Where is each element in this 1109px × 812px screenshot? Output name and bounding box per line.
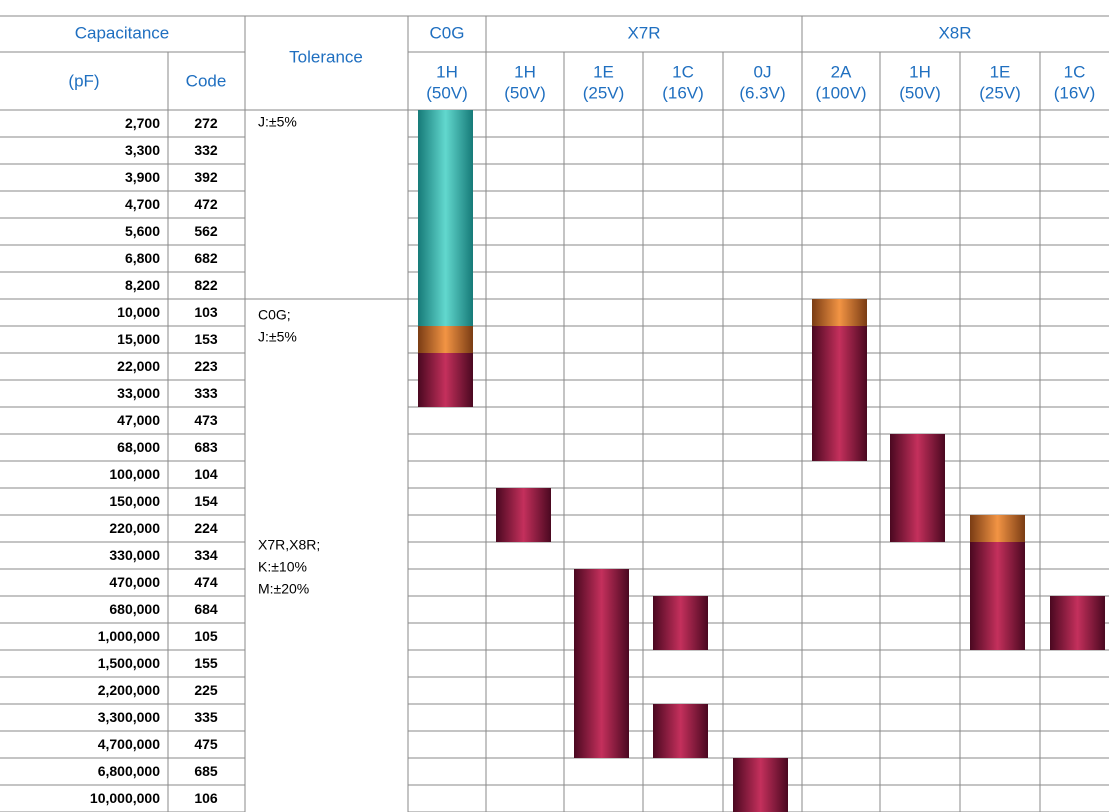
capacitance-code: 105 — [194, 628, 218, 644]
capacitance-value: 680,000 — [109, 601, 160, 617]
voltage-rating: (50V) — [899, 83, 941, 102]
availability-bar — [418, 326, 473, 353]
voltage-code: 1E — [990, 62, 1011, 81]
voltage-rating: (16V) — [1054, 83, 1096, 102]
capacitance-code: 334 — [194, 547, 218, 563]
voltage-code: 0J — [754, 62, 772, 81]
capacitance-code: 224 — [194, 520, 218, 536]
tolerance-note: X7R,X8R; — [258, 537, 320, 553]
availability-bar — [812, 299, 867, 326]
capacitance-code: 392 — [194, 169, 218, 185]
availability-bar — [890, 434, 945, 542]
group-header: X8R — [938, 23, 971, 42]
header-capacitance: Capacitance — [75, 23, 170, 42]
voltage-code: 1H — [514, 62, 536, 81]
voltage-code: 1H — [909, 62, 931, 81]
availability-bar — [418, 353, 473, 407]
capacitance-value: 3,300 — [125, 142, 160, 158]
capacitance-value: 100,000 — [109, 466, 160, 482]
capacitance-code: 335 — [194, 709, 218, 725]
capacitance-code: 473 — [194, 412, 218, 428]
capacitance-code: 225 — [194, 682, 218, 698]
voltage-rating: (16V) — [662, 83, 704, 102]
voltage-rating: (25V) — [979, 83, 1021, 102]
tolerance-note: C0G; — [258, 307, 291, 323]
capacitance-value: 4,700 — [125, 196, 160, 212]
capacitance-value: 3,900 — [125, 169, 160, 185]
availability-bar — [574, 569, 629, 758]
capacitance-value: 47,000 — [117, 412, 160, 428]
capacitance-code: 106 — [194, 790, 218, 806]
capacitance-value: 2,200,000 — [98, 682, 160, 698]
capacitance-code: 272 — [194, 115, 218, 131]
tolerance-note: J:±5% — [258, 114, 297, 130]
capacitance-code: 682 — [194, 250, 218, 266]
voltage-code: 1H — [436, 62, 458, 81]
capacitance-code: 103 — [194, 304, 218, 320]
availability-bar — [733, 758, 788, 812]
header-pf: (pF) — [68, 71, 99, 90]
capacitance-value: 33,000 — [117, 385, 160, 401]
availability-bar — [970, 515, 1025, 542]
header-tolerance: Tolerance — [289, 47, 363, 66]
capacitance-value: 2,700 — [125, 115, 160, 131]
capacitance-value: 3,300,000 — [98, 709, 160, 725]
capacitance-code: 153 — [194, 331, 218, 347]
voltage-code: 1C — [1064, 62, 1086, 81]
voltage-code: 2A — [831, 62, 852, 81]
capacitance-code: 104 — [194, 466, 218, 482]
capacitance-value: 1,500,000 — [98, 655, 160, 671]
capacitance-value: 1,000,000 — [98, 628, 160, 644]
tolerance-note: M:±20% — [258, 581, 309, 597]
group-header: X7R — [627, 23, 660, 42]
capacitance-code: 223 — [194, 358, 218, 374]
voltage-rating: (25V) — [583, 83, 625, 102]
capacitance-value: 6,800,000 — [98, 763, 160, 779]
capacitance-value: 220,000 — [109, 520, 160, 536]
capacitance-code: 822 — [194, 277, 218, 293]
capacitance-value: 68,000 — [117, 439, 160, 455]
capacitance-value: 8,200 — [125, 277, 160, 293]
voltage-rating: (50V) — [426, 83, 468, 102]
availability-bar — [496, 488, 551, 542]
voltage-code: 1E — [593, 62, 614, 81]
capacitance-code: 472 — [194, 196, 218, 212]
capacitance-code: 683 — [194, 439, 218, 455]
capacitance-value: 330,000 — [109, 547, 160, 563]
voltage-rating: (50V) — [504, 83, 546, 102]
capacitance-code: 332 — [194, 142, 218, 158]
group-header: C0G — [430, 23, 465, 42]
tolerance-note: J:±5% — [258, 329, 297, 345]
availability-bar — [1050, 596, 1105, 650]
capacitance-code: 685 — [194, 763, 218, 779]
capacitance-code: 474 — [194, 574, 218, 590]
capacitance-value: 5,600 — [125, 223, 160, 239]
capacitance-value: 6,800 — [125, 250, 160, 266]
voltage-rating: (6.3V) — [739, 83, 785, 102]
voltage-code: 1C — [672, 62, 694, 81]
capacitance-value: 15,000 — [117, 331, 160, 347]
capacitance-code: 155 — [194, 655, 218, 671]
capacitance-code: 562 — [194, 223, 218, 239]
capacitance-value: 4,700,000 — [98, 736, 160, 752]
header-code: Code — [186, 71, 227, 90]
availability-bar — [653, 704, 708, 758]
capacitance-value: 10,000 — [117, 304, 160, 320]
capacitance-value: 22,000 — [117, 358, 160, 374]
availability-bar — [970, 542, 1025, 650]
availability-bar — [653, 596, 708, 650]
capacitance-value: 150,000 — [109, 493, 160, 509]
capacitance-value: 470,000 — [109, 574, 160, 590]
capacitance-code: 475 — [194, 736, 218, 752]
capacitance-code: 684 — [194, 601, 218, 617]
tolerance-note: K:±10% — [258, 559, 307, 575]
availability-bar — [812, 326, 867, 461]
capacitance-code: 333 — [194, 385, 218, 401]
capacitance-value: 10,000,000 — [90, 790, 160, 806]
availability-bar — [418, 110, 473, 326]
capacitance-code: 154 — [194, 493, 218, 509]
voltage-rating: (100V) — [815, 83, 866, 102]
